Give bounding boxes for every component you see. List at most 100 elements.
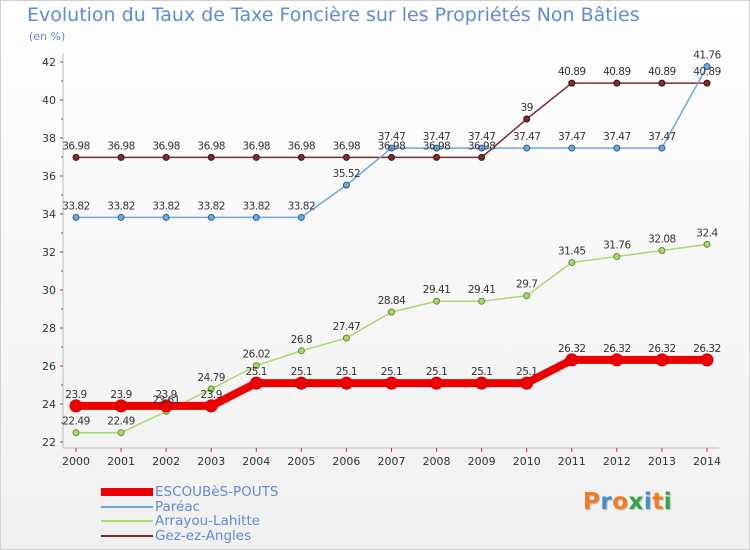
data-point-gez-ez-angles	[297, 153, 305, 161]
legend-label: Gez-ez-Angles	[155, 527, 252, 544]
data-label-par-ac: 37.47	[378, 131, 406, 143]
data-point-escoub-s-pouts	[430, 376, 444, 390]
data-point-par-ac	[252, 213, 260, 221]
y-tick-label: 34	[42, 208, 56, 221]
data-point-par-ac	[613, 144, 621, 152]
data-label-arrayou-lahitte: 32.08	[648, 233, 676, 245]
data-point-arrayou-lahitte	[433, 297, 441, 305]
data-point-escoub-s-pouts	[159, 399, 173, 413]
data-label-gez-ez-angles: 36.98	[197, 140, 225, 152]
data-label-gez-ez-angles: 36.98	[378, 140, 406, 152]
y-tick-label: 32	[42, 246, 56, 259]
data-label-arrayou-lahitte: 23.61	[152, 394, 180, 406]
data-point-arrayou-lahitte	[658, 246, 666, 254]
data-point-gez-ez-angles	[117, 153, 125, 161]
data-point-par-ac	[388, 144, 395, 152]
data-label-par-ac: 35.52	[333, 168, 361, 180]
data-label-arrayou-lahitte: 26.8	[291, 334, 312, 346]
legend-item-pareac[interactable]: Paréac	[101, 498, 279, 515]
data-label-escoub-s-pouts: 26.32	[603, 343, 631, 355]
data-point-gez-ez-angles	[342, 153, 350, 161]
data-label-gez-ez-angles: 40.89	[648, 66, 676, 78]
data-point-escoub-s-pouts	[294, 376, 308, 390]
data-point-arrayou-lahitte	[117, 429, 125, 437]
legend-item-escoubes-pouts[interactable]: ESCOUBèS-POUTS	[101, 484, 279, 501]
data-label-gez-ez-angles: 39	[521, 102, 533, 114]
data-point-par-ac	[568, 144, 576, 152]
data-label-escoub-s-pouts: 26.32	[558, 343, 586, 355]
data-label-gez-ez-angles: 36.98	[288, 140, 316, 152]
data-label-escoub-s-pouts: 26.32	[693, 343, 721, 355]
data-label-gez-ez-angles: 40.89	[603, 66, 631, 78]
data-point-gez-ez-angles	[613, 79, 621, 87]
x-tick-label: 2006	[332, 455, 360, 468]
data-point-par-ac	[703, 63, 711, 71]
data-label-gez-ez-angles: 36.98	[333, 140, 361, 152]
data-point-arrayou-lahitte	[568, 258, 576, 266]
data-point-arrayou-lahitte	[252, 362, 260, 370]
data-label-gez-ez-angles: 36.98	[152, 140, 180, 152]
data-point-gez-ez-angles	[703, 79, 711, 87]
legend-swatch-pareac	[101, 505, 153, 508]
data-point-par-ac	[297, 213, 305, 221]
data-point-par-ac	[162, 213, 170, 221]
legend-label: Arrayou-Lahitte	[155, 513, 261, 530]
data-point-escoub-s-pouts	[520, 376, 534, 390]
legend-label: ESCOUBèS-POUTS	[155, 484, 279, 501]
data-label-escoub-s-pouts: 23.9	[65, 389, 86, 401]
y-tick-label: 38	[42, 132, 56, 145]
data-point-escoub-s-pouts	[339, 376, 353, 390]
data-label-par-ac: 33.82	[62, 200, 90, 212]
data-point-escoub-s-pouts	[385, 376, 398, 390]
x-tick-label: 2001	[107, 455, 135, 468]
proxiti-logo: Proxiti	[583, 489, 673, 515]
data-label-escoub-s-pouts: 23.9	[155, 389, 176, 401]
legend-item-gez-ez-angles[interactable]: Gez-ez-Angles	[101, 527, 279, 544]
data-label-gez-ez-angles: 36.98	[62, 140, 90, 152]
data-point-arrayou-lahitte	[72, 429, 80, 437]
data-point-arrayou-lahitte	[342, 334, 350, 342]
data-point-par-ac	[72, 213, 80, 221]
data-point-par-ac	[658, 144, 666, 152]
data-point-escoub-s-pouts	[69, 399, 83, 413]
data-label-arrayou-lahitte: 31.76	[603, 240, 631, 252]
data-label-par-ac: 33.82	[107, 200, 135, 212]
data-point-gez-ez-angles	[207, 153, 215, 161]
data-point-gez-ez-angles	[478, 153, 486, 161]
data-point-gez-ez-angles	[523, 115, 531, 123]
x-tick-label: 2009	[468, 455, 496, 468]
chart-title: Evolution du Taux de Taxe Foncière sur l…	[27, 4, 640, 26]
data-label-escoub-s-pouts: 23.9	[201, 389, 222, 401]
data-point-par-ac	[342, 181, 350, 189]
x-tick-label: 2008	[423, 455, 451, 468]
legend-item-arrayou-lahitte[interactable]: Arrayou-Lahitte	[101, 513, 279, 530]
y-tick-label: 24	[42, 398, 56, 411]
data-point-par-ac	[207, 213, 215, 221]
data-point-arrayou-lahitte	[703, 240, 711, 248]
data-label-arrayou-lahitte: 28.84	[378, 295, 406, 307]
y-tick-label: 42	[42, 56, 56, 69]
legend-label: Paréac	[155, 498, 201, 515]
data-point-gez-ez-angles	[388, 153, 395, 161]
data-label-escoub-s-pouts: 25.1	[426, 366, 447, 378]
y-tick-label: 26	[42, 360, 56, 373]
data-label-par-ac: 37.47	[423, 131, 451, 143]
data-point-escoub-s-pouts	[565, 353, 579, 367]
x-tick-label: 2013	[648, 455, 676, 468]
data-label-par-ac: 33.82	[152, 200, 180, 212]
data-point-arrayou-lahitte	[523, 292, 531, 300]
data-label-arrayou-lahitte: 29.41	[423, 284, 451, 296]
data-label-par-ac: 37.47	[468, 131, 496, 143]
data-label-escoub-s-pouts: 25.1	[246, 366, 267, 378]
x-tick-label: 2004	[242, 455, 270, 468]
data-label-arrayou-lahitte: 27.47	[333, 321, 361, 333]
data-point-arrayou-lahitte	[297, 347, 305, 355]
y-tick-label: 40	[42, 94, 56, 107]
data-label-gez-ez-angles: 40.89	[693, 66, 721, 78]
data-point-escoub-s-pouts	[700, 353, 714, 367]
data-point-par-ac	[478, 144, 486, 152]
data-label-gez-ez-angles: 36.98	[423, 140, 451, 152]
legend: ESCOUBèS-POUTS Paréac Arrayou-Lahitte Ge…	[101, 484, 279, 544]
x-tick-label: 2012	[603, 455, 631, 468]
